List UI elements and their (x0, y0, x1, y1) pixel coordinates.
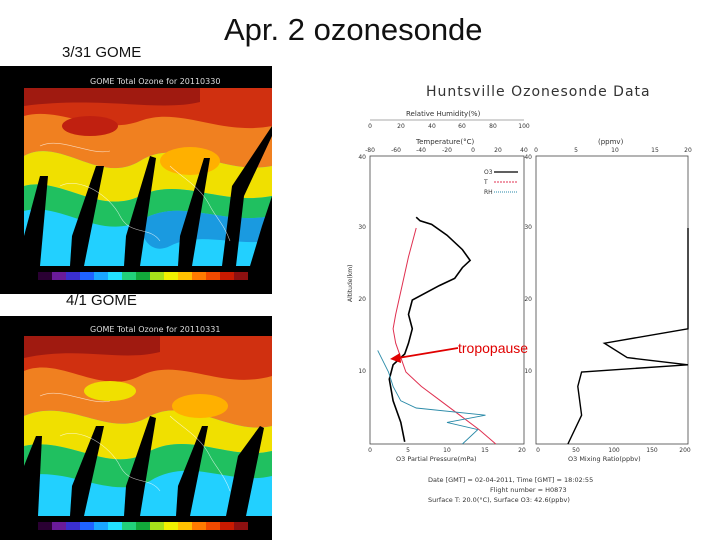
series-t-line (392, 227, 497, 445)
legend-o3: O3 (484, 169, 493, 176)
pp-tick: 10 (443, 447, 451, 454)
temp-tick: -20 (442, 147, 452, 154)
temp-tick: 0 (471, 147, 475, 154)
ppmv-axis-label: (ppmv) (598, 138, 624, 146)
temp-tick-labels: -80 -60 -40 -20 0 20 40 (365, 147, 528, 154)
mixing-ratio-axis-label: O3 Mixing Ratio(ppbv) (568, 455, 641, 463)
gome-map-0401: GOME Total Ozone for 20110331 (0, 316, 272, 540)
chart-title: Huntsville Ozonesonde Data (426, 84, 651, 100)
tropopause-arrowhead (390, 353, 401, 363)
alt-tick: 30 (358, 224, 366, 231)
color-scale-bar (38, 272, 248, 280)
temp-tick: -60 (391, 147, 401, 154)
alt-tick: 30 (524, 224, 532, 231)
partial-pressure-tick-labels: 0 5 10 15 20 (368, 447, 526, 454)
rh-tick: 80 (489, 123, 497, 130)
map-label-0401: 4/1 GOME (66, 292, 137, 309)
map-label-0331: 3/31 GOME (62, 44, 142, 61)
right-plot-frame (535, 155, 689, 445)
temp-axis-label: Temperature(°C) (415, 138, 474, 146)
gome-map-0331-graphic: GOME Total Ozone for 20110330 (0, 66, 272, 294)
alt-tick: 20 (524, 296, 532, 303)
mixing-ratio-tick-labels: 0 50 100 150 200 (536, 447, 691, 454)
ppmv-tick: 15 (651, 147, 659, 154)
gome-map-0331: GOME Total Ozone for 20110330 (0, 66, 272, 294)
left-plot-frame (369, 155, 525, 445)
slide-title: Apr. 2 ozonesonde (224, 12, 483, 47)
alt-tick: 40 (524, 154, 532, 161)
rh-tick: 100 (518, 123, 530, 130)
orbit-gap-wedges (24, 126, 272, 266)
footer-flight: Flight number = H0873 (490, 486, 567, 494)
footer-date: Date [GMT] = 02-04-2011, Time [GMT] = 18… (428, 476, 593, 484)
altitude-axis-label: Altitude(km) (347, 265, 354, 302)
rh-axis-label: Relative Humidity(%) (406, 110, 481, 118)
ppmv-tick: 10 (611, 147, 619, 154)
altitude-tick-labels: 40 30 20 10 40 30 20 10 (358, 154, 532, 375)
pp-tick: 15 (481, 447, 489, 454)
mr-tick: 50 (572, 447, 580, 454)
color-scale-bar (38, 522, 248, 530)
series-o3-line (388, 216, 472, 442)
rh-tick: 0 (368, 123, 372, 130)
legend-rh: RH (484, 189, 493, 196)
mr-tick: 100 (608, 447, 620, 454)
rh-tick: 20 (397, 123, 405, 130)
mr-tick: 0 (536, 447, 540, 454)
series-rh-line (377, 350, 486, 445)
pp-tick: 20 (518, 447, 526, 454)
rh-tick: 40 (428, 123, 436, 130)
ozonesonde-chart: Huntsville Ozonesonde Data Relative Humi… (340, 72, 702, 540)
ppmv-tick: 20 (684, 147, 692, 154)
map-heading: GOME Total Ozone for 20110331 (90, 325, 220, 334)
alt-tick: 20 (358, 296, 366, 303)
legend-t: T (483, 179, 488, 186)
partial-pressure-axis-label: O3 Partial Pressure(mPa) (396, 455, 477, 463)
orbit-gap-wedges (24, 416, 264, 516)
footer-surface: Surface T: 20.0(°C), Surface O3: 42.6(pp… (428, 496, 570, 504)
mr-tick: 150 (646, 447, 658, 454)
ppmv-tick-labels: 0 5 10 15 20 (534, 147, 692, 154)
temp-tick: 40 (520, 147, 528, 154)
ppmv-tick: 5 (574, 147, 578, 154)
temp-tick: -40 (416, 147, 426, 154)
series-mixing-ratio-line (567, 228, 689, 445)
tropopause-label: tropopause (458, 340, 529, 356)
ozonesonde-chart-graphic: Huntsville Ozonesonde Data Relative Humi… (347, 84, 692, 504)
pp-tick: 0 (368, 447, 372, 454)
legend: O3 T RH (483, 169, 518, 196)
alt-tick: 10 (524, 368, 532, 375)
gome-map-0401-graphic: GOME Total Ozone for 20110331 (0, 316, 272, 540)
temp-tick: -80 (365, 147, 375, 154)
alt-tick: 40 (358, 154, 366, 161)
tropopause-arrow (397, 347, 459, 359)
rh-tick-labels: 0 20 40 60 80 100 (368, 123, 530, 130)
ppmv-tick: 0 (534, 147, 538, 154)
map-heading: GOME Total Ozone for 20110330 (90, 77, 220, 86)
temp-tick: 20 (494, 147, 502, 154)
alt-tick: 10 (358, 368, 366, 375)
pp-tick: 5 (406, 447, 410, 454)
rh-tick: 60 (458, 123, 466, 130)
mr-tick: 200 (679, 447, 691, 454)
